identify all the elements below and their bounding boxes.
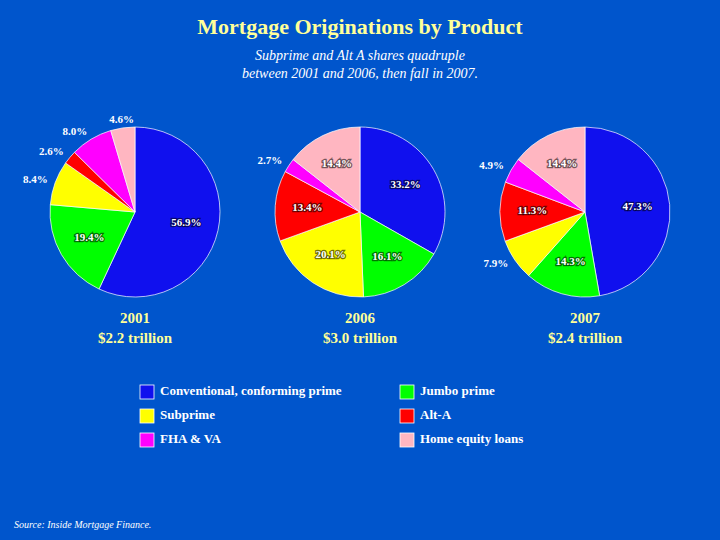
data-label: 14.4% [322,157,352,169]
slices [50,127,220,297]
data-label: 13.4% [292,201,322,213]
pie: 47.3% 14.3% 7.9% 11.3% 4.9% 14.4% [479,127,670,297]
legend-swatch [140,433,154,447]
legend-item: FHA & VA [140,431,222,447]
legend-swatch [400,385,414,399]
slice [518,127,585,212]
pie-year: 2007 [570,310,601,326]
data-label: 8.0% [62,125,87,137]
legend-item: Home equity loans [400,431,523,447]
background [0,0,720,540]
source: Source: Inside Mortgage Finance. [14,519,151,530]
data-label: 7.9% [483,257,508,269]
data-labels: 33.2% 16.1% 20.1% 13.4% 2.7% 14.4% [257,154,420,262]
legend-label: Home equity loans [420,431,523,446]
legend-swatch [400,409,414,423]
subtitle-line: between 2001 and 2006, then fall in 2007… [242,66,478,81]
slice [111,127,135,212]
pie-year: 2001 [120,310,150,326]
legend-label: Jumbo prime [420,383,495,398]
data-label: 8.4% [23,173,48,185]
data-label: 19.4% [74,231,104,243]
pie: 33.2% 16.1% 20.1% 13.4% 2.7% 14.4% [257,127,445,297]
title: Mortgage Originations by Product [197,14,523,39]
data-label: 56.9% [171,216,201,228]
pie-total: $2.4 trillion [548,330,623,346]
pie-total: $2.2 trillion [98,330,173,346]
slice [585,127,670,296]
slices [500,127,670,297]
data-label: 20.1% [316,248,346,260]
data-label: 2.7% [257,154,282,166]
slice [50,205,135,289]
pie: 56.9% 19.4% 8.4% 2.6% 8.0% 4.6% [23,113,220,297]
data-labels: 56.9% 19.4% 8.4% 2.6% 8.0% 4.6% [23,113,202,243]
legend-item: Jumbo prime [400,383,495,399]
data-label: 33.2% [390,178,420,190]
legend-label: Conventional, conforming prime [160,383,342,398]
data-label: 4.6% [109,113,134,125]
legend-label: FHA & VA [160,431,222,446]
data-label: 2.6% [39,145,64,157]
slice [293,127,360,212]
legend: Conventional, conforming prime Jumbo prim… [140,383,523,447]
slice [360,212,434,297]
legend-item: Alt-A [400,407,452,423]
legend-item: Conventional, conforming prime [140,383,342,399]
slices [275,127,445,297]
legend-label: Alt-A [420,407,452,422]
data-label: 14.4% [547,157,577,169]
data-labels: 47.3% 14.3% 7.9% 11.3% 4.9% 14.4% [479,157,652,269]
data-label: 16.1% [372,250,402,262]
legend-label: Subprime [160,407,215,422]
legend-swatch [400,433,414,447]
data-label: 14.3% [556,255,586,267]
chart: Mortgage Originations by Product Subprime… [0,0,720,540]
data-label: 11.3% [517,204,547,216]
data-label: 4.9% [479,159,504,171]
legend-item: Subprime [140,407,215,423]
legend-swatch [140,385,154,399]
legend-swatch [140,409,154,423]
subtitle: Subprime and Alt A shares quadruple betwe… [242,48,478,81]
pie-total: $3.0 trillion [323,330,398,346]
subtitle-line: Subprime and Alt A shares quadruple [255,48,465,63]
pie-year: 2006 [345,310,376,326]
data-label: 47.3% [622,200,652,212]
